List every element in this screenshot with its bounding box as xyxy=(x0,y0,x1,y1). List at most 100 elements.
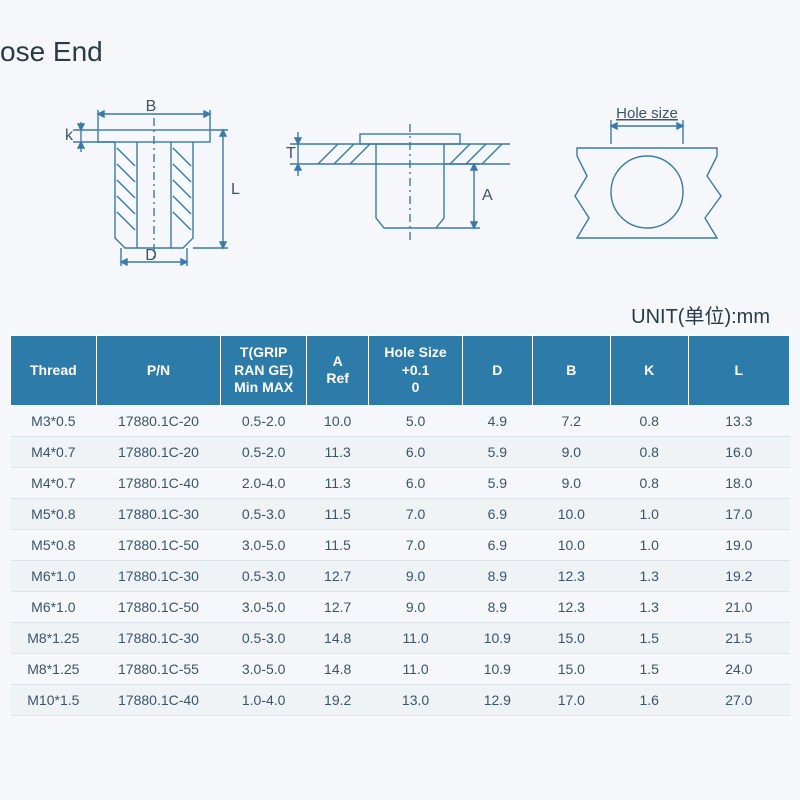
table-cell: 9.0 xyxy=(532,436,610,467)
table-cell: 2.0-4.0 xyxy=(221,467,307,498)
dim-label-k: k xyxy=(65,127,74,144)
table-cell: 16.0 xyxy=(688,436,789,467)
table-cell: 5.9 xyxy=(462,436,532,467)
table-cell: 12.3 xyxy=(532,591,610,622)
table-row: M10*1.517880.1C-401.0-4.019.213.012.917.… xyxy=(11,684,790,715)
table-cell: M3*0.5 xyxy=(11,405,97,436)
table-cell: 0.5-3.0 xyxy=(221,498,307,529)
table-cell: 0.5-3.0 xyxy=(221,622,307,653)
table-cell: M8*1.25 xyxy=(11,653,97,684)
table-cell: 8.9 xyxy=(462,591,532,622)
table-row: M8*1.2517880.1C-300.5-3.014.811.010.915.… xyxy=(11,622,790,653)
table-cell: M8*1.25 xyxy=(11,622,97,653)
diagram-section: B k L D xyxy=(30,100,277,270)
page-title: ose End xyxy=(0,36,103,68)
table-header-cell: Thread xyxy=(11,336,97,406)
table-header-cell: Hole Size+0.10 xyxy=(369,336,462,406)
table-cell: M5*0.8 xyxy=(11,529,97,560)
table-cell: 12.7 xyxy=(307,591,369,622)
table-cell: 21.5 xyxy=(688,622,789,653)
table-cell: 18.0 xyxy=(688,467,789,498)
table-cell: 6.0 xyxy=(369,436,462,467)
table-cell: 1.3 xyxy=(610,591,688,622)
table-row: M6*1.017880.1C-300.5-3.012.79.08.912.31.… xyxy=(11,560,790,591)
table-cell: 9.0 xyxy=(369,560,462,591)
table-cell: 12.7 xyxy=(307,560,369,591)
table-cell: 3.0-5.0 xyxy=(221,653,307,684)
diagram-hole: Hole size xyxy=(523,100,770,270)
table-cell: 10.9 xyxy=(462,653,532,684)
table-cell: M6*1.0 xyxy=(11,560,97,591)
table-cell: 6.9 xyxy=(462,498,532,529)
table-row: M4*0.717880.1C-402.0-4.011.36.05.99.00.8… xyxy=(11,467,790,498)
dim-label-t: T xyxy=(286,145,296,162)
table-cell: 7.0 xyxy=(369,498,462,529)
table-cell: 8.9 xyxy=(462,560,532,591)
table-header-row: ThreadP/NT(GRIPRAN GE)Min MAXARefHole Si… xyxy=(11,336,790,406)
table-cell: 15.0 xyxy=(532,622,610,653)
table-header-cell: D xyxy=(462,336,532,406)
table-cell: 0.5-2.0 xyxy=(221,405,307,436)
table-cell: 6.0 xyxy=(369,467,462,498)
table-cell: 17880.1C-40 xyxy=(96,467,221,498)
table-header-cell: L xyxy=(688,336,789,406)
table-cell: 9.0 xyxy=(369,591,462,622)
table-cell: 19.2 xyxy=(688,560,789,591)
dim-label-d: D xyxy=(146,247,158,264)
spec-table-wrap: ThreadP/NT(GRIPRAN GE)Min MAXARefHole Si… xyxy=(10,335,790,716)
table-cell: 1.3 xyxy=(610,560,688,591)
dim-label-l: L xyxy=(231,181,240,198)
table-cell: 11.0 xyxy=(369,653,462,684)
table-cell: 7.2 xyxy=(532,405,610,436)
table-cell: 0.5-3.0 xyxy=(221,560,307,591)
table-cell: 7.0 xyxy=(369,529,462,560)
table-cell: M10*1.5 xyxy=(11,684,97,715)
table-cell: 15.0 xyxy=(532,653,610,684)
table-header-cell: K xyxy=(610,336,688,406)
table-cell: 4.9 xyxy=(462,405,532,436)
table-cell: 17880.1C-30 xyxy=(96,498,221,529)
table-cell: 14.8 xyxy=(307,653,369,684)
table-cell: 17.0 xyxy=(688,498,789,529)
table-row: M6*1.017880.1C-503.0-5.012.79.08.912.31.… xyxy=(11,591,790,622)
table-cell: 9.0 xyxy=(532,467,610,498)
table-header-cell: T(GRIPRAN GE)Min MAX xyxy=(221,336,307,406)
table-row: M4*0.717880.1C-200.5-2.011.36.05.99.00.8… xyxy=(11,436,790,467)
table-cell: 3.0-5.0 xyxy=(221,529,307,560)
table-cell: 11.0 xyxy=(369,622,462,653)
table-cell: 11.3 xyxy=(307,436,369,467)
table-header-cell: P/N xyxy=(96,336,221,406)
table-cell: 17880.1C-20 xyxy=(96,405,221,436)
table-cell: 17880.1C-55 xyxy=(96,653,221,684)
table-cell: 21.0 xyxy=(688,591,789,622)
table-cell: 11.5 xyxy=(307,529,369,560)
table-cell: 6.9 xyxy=(462,529,532,560)
dim-label-a: A xyxy=(482,187,493,204)
table-cell: 1.0-4.0 xyxy=(221,684,307,715)
table-cell: 10.0 xyxy=(532,529,610,560)
table-cell: 5.0 xyxy=(369,405,462,436)
dim-label-hole: Hole size xyxy=(616,105,678,122)
table-cell: 0.8 xyxy=(610,405,688,436)
table-cell: M6*1.0 xyxy=(11,591,97,622)
table-row: M3*0.517880.1C-200.5-2.010.05.04.97.20.8… xyxy=(11,405,790,436)
table-cell: 5.9 xyxy=(462,467,532,498)
table-cell: M4*0.7 xyxy=(11,436,97,467)
table-cell: 14.8 xyxy=(307,622,369,653)
table-body: M3*0.517880.1C-200.5-2.0 10.0 5.04.97.20.8… xyxy=(11,405,790,715)
table-cell: 17.0 xyxy=(532,684,610,715)
table-cell: 19.2 xyxy=(307,684,369,715)
table-row: M5*0.817880.1C-300.5-3.011.57.06.910.01.… xyxy=(11,498,790,529)
table-cell: 13.3 xyxy=(688,405,789,436)
table-cell: 0.5-2.0 xyxy=(221,436,307,467)
table-cell: M4*0.7 xyxy=(11,467,97,498)
table-row: M5*0.817880.1C-503.0-5.011.57.06.910.01.… xyxy=(11,529,790,560)
table-cell: 12.9 xyxy=(462,684,532,715)
unit-label: UNIT(单位):mm xyxy=(631,300,770,329)
table-cell: 10.0 xyxy=(532,498,610,529)
spec-table: ThreadP/NT(GRIPRAN GE)Min MAXARefHole Si… xyxy=(10,335,790,716)
table-row: M8*1.2517880.1C-553.0-5.014.811.010.915.… xyxy=(11,653,790,684)
table-cell: 1.5 xyxy=(610,622,688,653)
table-cell: 3.0-5.0 xyxy=(221,591,307,622)
table-cell: 1.0 xyxy=(610,498,688,529)
